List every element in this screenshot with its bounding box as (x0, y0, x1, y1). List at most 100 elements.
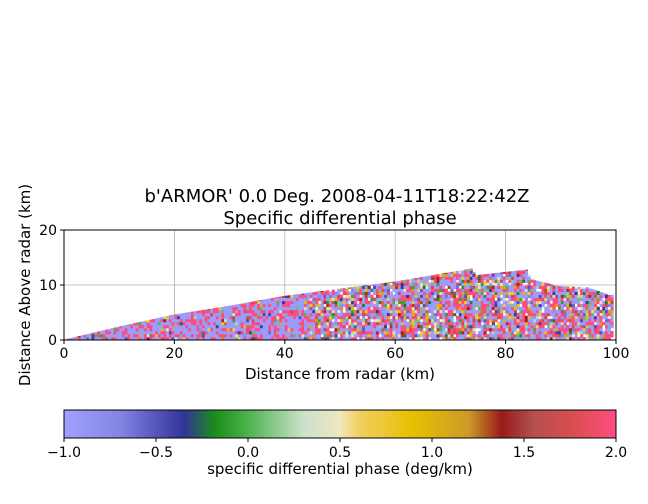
data-cell (224, 312, 228, 317)
data-cell (359, 336, 363, 340)
data-cell (384, 285, 388, 289)
data-cell (461, 324, 465, 329)
data-cell (494, 288, 498, 292)
data-cell (406, 324, 410, 329)
data-cell (397, 280, 402, 283)
data-cell (569, 324, 573, 329)
data-cell (166, 321, 170, 326)
data-cell (317, 324, 322, 329)
data-cell (284, 309, 288, 314)
data-cell (414, 321, 418, 326)
data-cell (519, 324, 523, 329)
data-cell (326, 312, 330, 317)
data-cell (94, 336, 98, 340)
data-cell (563, 312, 567, 317)
data-cell (287, 309, 291, 314)
data-cell (571, 297, 575, 302)
data-cell (475, 279, 479, 283)
data-cell (431, 285, 435, 289)
x-tick-label: 20 (165, 346, 183, 362)
data-cell (483, 285, 487, 289)
data-cell (312, 292, 316, 296)
data-cell (309, 336, 313, 340)
data-cell (596, 330, 600, 335)
data-cell (304, 333, 308, 338)
data-cell (596, 297, 600, 302)
data-cell (199, 330, 203, 335)
data-cell (472, 321, 476, 326)
data-cell (345, 336, 349, 340)
data-cell (395, 303, 399, 308)
data-cell (420, 294, 424, 299)
data-cell (287, 312, 291, 317)
data-cell (77, 336, 81, 338)
data-cell (246, 327, 250, 332)
data-cell (356, 294, 360, 299)
data-cell (400, 285, 404, 289)
data-cell (373, 306, 377, 311)
data-cell (455, 324, 460, 329)
data-cell (254, 330, 258, 335)
data-cell (386, 333, 391, 338)
data-cell (119, 330, 123, 335)
data-cell (306, 336, 311, 340)
data-cell (447, 294, 451, 299)
data-cell (168, 318, 173, 323)
data-cell (560, 294, 564, 299)
data-cell (251, 324, 255, 329)
data-cell (469, 291, 473, 296)
data-cell (491, 318, 495, 323)
data-cell (535, 303, 540, 308)
data-cell (417, 279, 421, 283)
data-cell (560, 315, 564, 320)
data-cell (293, 309, 297, 314)
data-cell (406, 288, 410, 292)
data-cell (315, 336, 319, 340)
data-cell (497, 309, 501, 314)
data-cell (185, 312, 189, 314)
data-cell (397, 336, 402, 340)
data-cell (378, 288, 382, 292)
data-cell (298, 333, 302, 338)
data-cell (323, 306, 327, 311)
data-cell (516, 321, 520, 326)
data-cell (295, 309, 299, 314)
data-cell (213, 333, 217, 338)
data-cell (375, 283, 380, 286)
data-cell (453, 336, 457, 340)
data-cell (447, 276, 451, 280)
data-cell (552, 327, 556, 332)
data-cell (522, 276, 526, 280)
data-cell (464, 282, 468, 286)
data-cell (524, 315, 529, 320)
data-cell (345, 318, 349, 323)
data-cell (370, 321, 374, 326)
data-cell (119, 326, 123, 329)
data-cell (461, 327, 465, 332)
data-cell (144, 327, 148, 332)
data-cell (469, 324, 473, 329)
data-cell (455, 318, 460, 323)
data-cell (535, 294, 540, 299)
data-cell (552, 336, 556, 340)
data-cell (127, 327, 131, 332)
data-cell (541, 336, 545, 340)
data-cell (334, 300, 338, 305)
data-cell (353, 318, 357, 323)
data-cell (524, 330, 529, 335)
data-cell (571, 327, 575, 332)
data-cell (345, 297, 349, 302)
data-cell (240, 324, 244, 329)
data-cell (362, 294, 366, 299)
data-cell (306, 312, 311, 317)
data-cell (533, 336, 537, 340)
data-cell (403, 333, 407, 338)
data-cell (571, 288, 575, 292)
data-cell (207, 321, 211, 326)
data-cell (433, 324, 437, 329)
data-cell (265, 327, 269, 332)
data-cell (516, 327, 520, 332)
data-cell (295, 330, 299, 335)
data-cell (439, 315, 443, 320)
data-cell (320, 306, 324, 311)
